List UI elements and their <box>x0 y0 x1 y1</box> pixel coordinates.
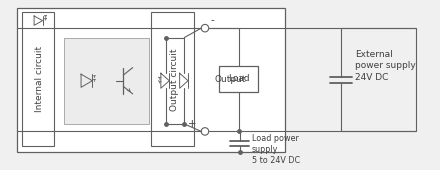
Bar <box>22 12 54 146</box>
Text: -: - <box>211 15 214 25</box>
Bar <box>64 38 149 124</box>
Bar <box>17 7 285 152</box>
Bar <box>151 12 194 146</box>
Text: Internal circuit: Internal circuit <box>35 46 44 112</box>
Bar <box>219 66 258 92</box>
Text: Output circuit: Output circuit <box>170 48 179 110</box>
Text: +: + <box>188 119 197 129</box>
Text: Output: Output <box>214 75 246 84</box>
Text: Load power
supply
5 to 24V DC: Load power supply 5 to 24V DC <box>252 134 300 165</box>
Text: External
power supply
24V DC: External power supply 24V DC <box>355 50 416 82</box>
Text: Load: Load <box>228 74 249 83</box>
